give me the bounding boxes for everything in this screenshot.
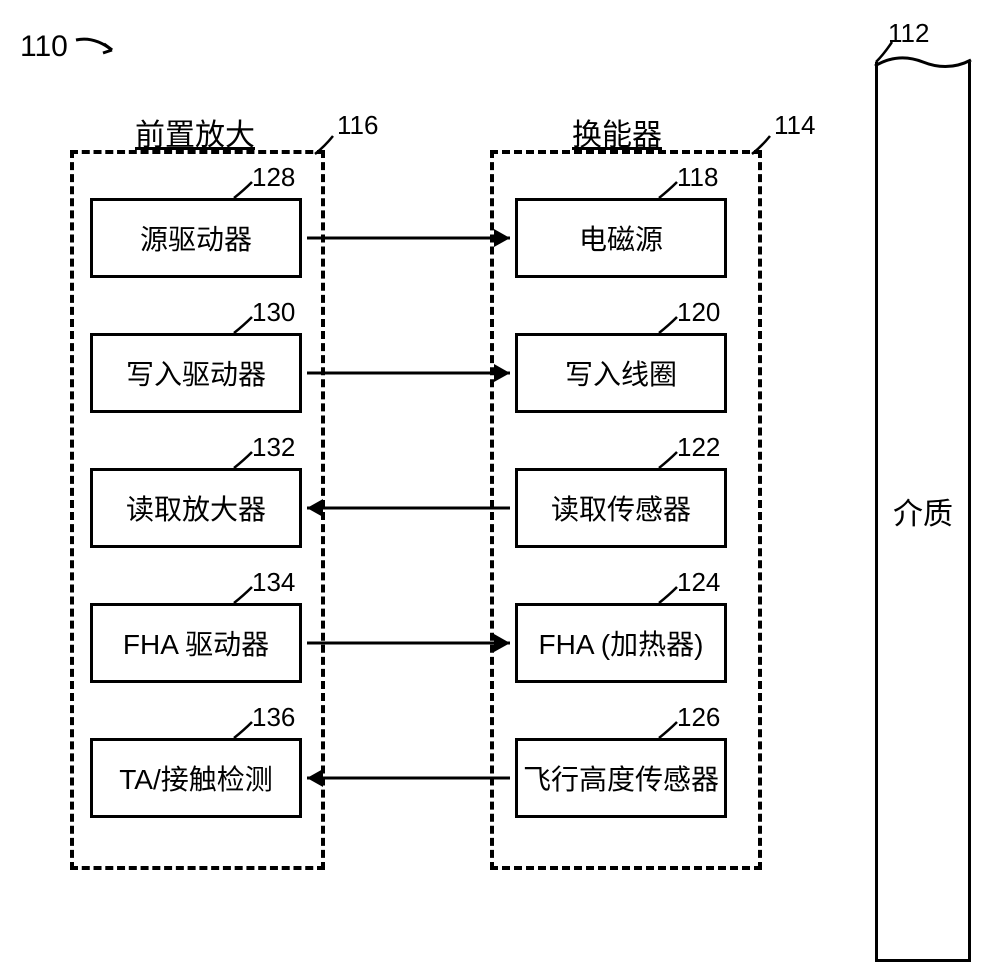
connector-arrow-icon xyxy=(305,766,512,790)
preamp-3-ref: 134 xyxy=(252,567,295,598)
transducer-1-ref: 120 xyxy=(677,297,720,328)
preamp-3-label: FHA 驱动器 xyxy=(123,623,269,663)
leader-line-icon xyxy=(230,315,256,337)
medium-box: 介质 xyxy=(875,62,971,962)
transducer-0-ref: 118 xyxy=(677,162,718,193)
preamp-0-ref: 128 xyxy=(252,162,295,193)
transducer-3-block: FHA (加热器) xyxy=(515,603,727,683)
medium-ref-number: 112 xyxy=(888,18,929,49)
transducer-ref-number: 114 xyxy=(774,110,815,141)
preamp-0-label: 源驱动器 xyxy=(140,218,252,258)
preamp-4-block: TA/接触检测 xyxy=(90,738,302,818)
preamp-0-block: 源驱动器 xyxy=(90,198,302,278)
connector-arrow-icon xyxy=(305,631,512,655)
transducer-title: 换能器 xyxy=(572,110,662,154)
preamp-4-ref: 136 xyxy=(252,702,295,733)
preamp-1-block: 写入驱动器 xyxy=(90,333,302,413)
transducer-3-ref: 124 xyxy=(677,567,720,598)
transducer-1-block: 写入线圈 xyxy=(515,333,727,413)
figure-canvas: 110 112 前置放大 116 换能器 114 介质 源驱动器128 写入驱动器… xyxy=(0,0,1000,968)
preamp-2-block: 读取放大器 xyxy=(90,468,302,548)
transducer-0-label: 电磁源 xyxy=(579,218,663,258)
preamp-3-block: FHA 驱动器 xyxy=(90,603,302,683)
leader-line-icon xyxy=(655,180,681,202)
leader-line-icon xyxy=(748,134,774,158)
transducer-4-block: 飞行高度传感器 xyxy=(515,738,727,818)
connector-arrow-icon xyxy=(305,496,512,520)
transducer-2-block: 读取传感器 xyxy=(515,468,727,548)
transducer-1-label: 写入线圈 xyxy=(565,353,677,393)
leader-line-icon xyxy=(655,720,681,742)
medium-open-top-icon xyxy=(873,48,973,78)
leader-line-icon xyxy=(230,450,256,472)
leader-line-icon xyxy=(230,720,256,742)
connector-arrow-icon xyxy=(305,361,512,385)
preamp-2-label: 读取放大器 xyxy=(126,488,266,528)
transducer-4-label: 飞行高度传感器 xyxy=(523,758,719,798)
preamp-1-label: 写入驱动器 xyxy=(126,353,266,393)
preamp-ref-number: 116 xyxy=(337,110,378,141)
main-ref-number: 110 xyxy=(20,30,68,64)
leader-line-icon xyxy=(655,450,681,472)
main-ref-group: 110 xyxy=(20,30,124,64)
connector-arrow-icon xyxy=(305,226,512,250)
leader-line-icon xyxy=(230,585,256,607)
transducer-0-block: 电磁源 xyxy=(515,198,727,278)
preamp-title: 前置放大 xyxy=(135,110,255,154)
leader-line-icon xyxy=(655,585,681,607)
leader-line-icon xyxy=(655,315,681,337)
preamp-4-label: TA/接触检测 xyxy=(119,758,272,798)
transducer-2-ref: 122 xyxy=(677,432,720,463)
transducer-4-ref: 126 xyxy=(677,702,720,733)
medium-label: 介质 xyxy=(893,489,953,533)
preamp-2-ref: 132 xyxy=(252,432,295,463)
swoosh-arrow-icon xyxy=(74,34,124,60)
transducer-3-label: FHA (加热器) xyxy=(539,623,704,663)
transducer-2-label: 读取传感器 xyxy=(551,488,691,528)
preamp-1-ref: 130 xyxy=(252,297,295,328)
leader-line-icon xyxy=(311,134,337,158)
leader-line-icon xyxy=(230,180,256,202)
